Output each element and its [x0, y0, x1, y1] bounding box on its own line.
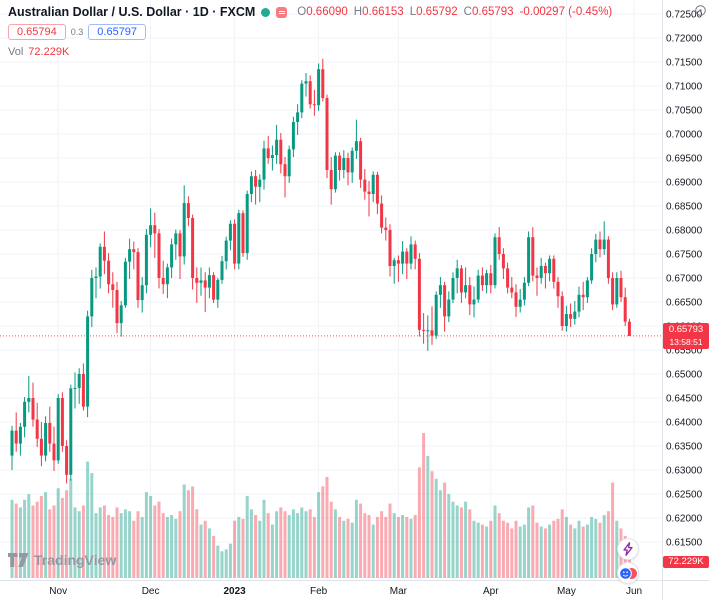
svg-text:0.72500: 0.72500	[666, 10, 703, 21]
svg-text:May: May	[557, 586, 576, 597]
volume-axis-badge: 72.229K	[663, 556, 709, 568]
emoji-faces-icon	[618, 566, 637, 580]
reactions-button[interactable]	[617, 562, 639, 584]
lightning-bolt-icon	[623, 542, 633, 556]
svg-text:0.69500: 0.69500	[666, 154, 703, 165]
svg-text:0.72000: 0.72000	[666, 34, 703, 45]
quick-actions-button[interactable]	[617, 538, 639, 560]
svg-text:0.67000: 0.67000	[666, 274, 703, 285]
svg-text:0.65000: 0.65000	[666, 370, 703, 381]
candlesticks	[10, 58, 631, 484]
svg-text:Feb: Feb	[310, 586, 328, 597]
close-value: 0.65793	[471, 6, 514, 18]
tradingview-logo-text: TradingView	[34, 552, 117, 568]
bar-countdown: 13:58:51	[669, 336, 703, 347]
chart-legend: Australian Dollar / U.S. Dollar · 1D · F…	[8, 5, 612, 58]
svg-text:0.62000: 0.62000	[666, 514, 703, 525]
bid-button[interactable]: 0.65794	[8, 24, 66, 40]
volume-label: Vol	[8, 46, 24, 58]
close-label: C	[463, 6, 472, 18]
svg-text:0.68500: 0.68500	[666, 202, 703, 213]
svg-text:Nov: Nov	[49, 586, 67, 597]
svg-text:0.66500: 0.66500	[666, 298, 703, 309]
svg-text:0.70000: 0.70000	[666, 130, 703, 141]
svg-text:0.64500: 0.64500	[666, 394, 703, 405]
price-axis[interactable]: 0.72500 0.72000 0.71500 0.71000 0.70500 0.700…	[662, 0, 703, 600]
svg-text:Apr: Apr	[483, 586, 499, 597]
tradingview-logo[interactable]: TradingView	[8, 552, 116, 568]
tradingview-logo-icon	[8, 553, 29, 567]
svg-text:Dec: Dec	[142, 586, 160, 597]
svg-text:0.64000: 0.64000	[666, 418, 703, 429]
low-value: 0.65792	[416, 6, 458, 18]
svg-text:Jun: Jun	[626, 586, 642, 597]
svg-text:0.62500: 0.62500	[666, 490, 703, 501]
gridlines	[0, 0, 662, 580]
svg-text:0.68000: 0.68000	[666, 226, 703, 237]
spread-value: 0.3	[70, 27, 84, 37]
svg-text:0.63000: 0.63000	[666, 466, 703, 477]
high-value: 0.66153	[362, 6, 404, 18]
chart-options-icon[interactable]	[694, 4, 707, 22]
svg-text:0.71500: 0.71500	[666, 58, 703, 69]
change-value: -0.00297 (-0.45%)	[519, 6, 613, 18]
market-status-icon[interactable]	[261, 7, 271, 17]
svg-text:0.69000: 0.69000	[666, 178, 703, 189]
current-price-label: 0.65793	[668, 323, 704, 335]
svg-text:0.61500: 0.61500	[666, 538, 703, 549]
svg-text:0.63500: 0.63500	[666, 442, 703, 453]
svg-text:0.65500: 0.65500	[666, 346, 703, 357]
time-axis[interactable]: Nov Dec 2023 Feb Mar Apr May Jun	[0, 580, 710, 598]
svg-text:0.70500: 0.70500	[666, 106, 703, 117]
ohlc-values: O0.66090 H0.66153 L0.65792 C0.65793 -0.00297…	[297, 6, 612, 18]
svg-text:0.71000: 0.71000	[666, 82, 703, 93]
volume-value: 72.229K	[28, 46, 70, 58]
low-label: L	[409, 6, 417, 18]
ask-button[interactable]: 0.65797	[88, 24, 147, 40]
volume-bars	[10, 433, 631, 578]
notes-icon[interactable]	[276, 6, 288, 18]
svg-text:0.67500: 0.67500	[666, 250, 703, 261]
svg-text:Mar: Mar	[390, 586, 408, 597]
open-label: O	[297, 6, 307, 18]
current-price-badge: 0.65793 13:58:51	[663, 322, 709, 349]
high-label: H	[353, 6, 363, 18]
svg-text:2023: 2023	[223, 586, 246, 597]
symbol-title[interactable]: Australian Dollar / U.S. Dollar · 1D · F…	[8, 5, 256, 19]
open-value: 0.66090	[306, 6, 348, 18]
